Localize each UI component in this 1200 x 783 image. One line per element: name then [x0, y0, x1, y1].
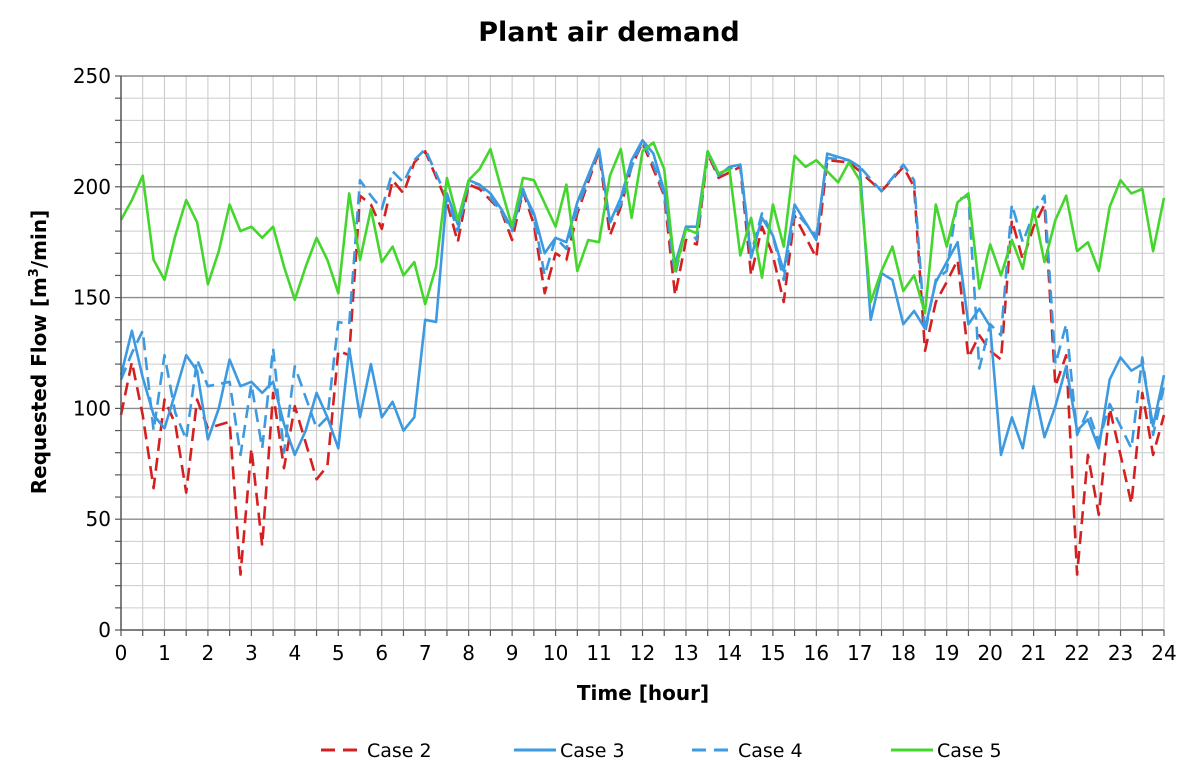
x-tick-label: 6: [375, 641, 388, 665]
axes: [115, 75, 1165, 636]
x-tick-label: 1: [158, 641, 171, 665]
legend-item-1: Case 2: [321, 740, 432, 762]
y-tick-label: 250: [73, 64, 111, 88]
x-tick-label: 14: [717, 641, 742, 665]
x-tick-label: 16: [804, 641, 829, 665]
legend-label: Case 3: [560, 740, 625, 762]
y-tick-label: 150: [73, 286, 111, 310]
x-tick-label: 22: [1064, 641, 1089, 665]
series-layer: [119, 139, 1166, 576]
x-axis-label: Time [hour]: [577, 681, 709, 705]
x-tick-label: 24: [1151, 641, 1176, 665]
x-tick-label: 7: [419, 641, 432, 665]
x-tick-label: 0: [115, 641, 128, 665]
x-tick-label: 9: [506, 641, 519, 665]
x-tick-label: 18: [891, 641, 916, 665]
x-tick-labels: 0 1 2 3 4 5 6 7 8 9 10 11 12 13 14 15 16 17 18 19 20 21 22 23 24: [115, 641, 1177, 665]
y-axis-label-unit: /min]: [27, 210, 51, 268]
x-tick-label: 15: [760, 641, 785, 665]
series-line-1: [119, 141, 1166, 576]
y-axis-label: Requested Flow [m3/min]: [27, 210, 51, 495]
legend-item-3: Case 4: [692, 740, 803, 762]
legend-item-2: Case 3: [514, 740, 625, 762]
legend-label: Case 4: [738, 740, 803, 762]
x-tick-label: 11: [586, 641, 611, 665]
y-axis-label-main: Requested Flow [m: [27, 277, 51, 494]
x-tick-label: 13: [673, 641, 698, 665]
legend-item-4: Case 5: [891, 740, 1002, 762]
y-axis-label-superscript: 3: [27, 268, 42, 277]
x-tick-label: 17: [847, 641, 872, 665]
y-tick-label: 0: [98, 618, 111, 642]
x-tick-label: 20: [977, 641, 1002, 665]
y-tick-labels: 0 50 100 150 200 250: [73, 64, 111, 642]
x-tick-label: 2: [202, 641, 215, 665]
chart-title: Plant air demand: [478, 17, 740, 48]
grid: [121, 75, 1165, 630]
x-tick-label: 8: [462, 641, 475, 665]
y-tick-label: 200: [73, 175, 111, 199]
series-line-2: [119, 139, 1166, 457]
y-tick-label: 50: [86, 507, 111, 531]
x-tick-label: 3: [245, 641, 258, 665]
x-tick-label: 19: [934, 641, 959, 665]
legend: Case 2 Case 3 Case 4 Case 5: [321, 740, 1002, 762]
legend-label: Case 2: [367, 740, 432, 762]
series-line-4: [119, 141, 1166, 315]
y-tick-label: 100: [73, 396, 111, 420]
x-tick-label: 23: [1108, 641, 1133, 665]
x-tick-label: 21: [1021, 641, 1046, 665]
x-tick-label: 4: [288, 641, 301, 665]
legend-label: Case 5: [937, 740, 1002, 762]
x-tick-label: 12: [630, 641, 655, 665]
x-tick-label: 10: [543, 641, 568, 665]
x-tick-label: 5: [332, 641, 345, 665]
